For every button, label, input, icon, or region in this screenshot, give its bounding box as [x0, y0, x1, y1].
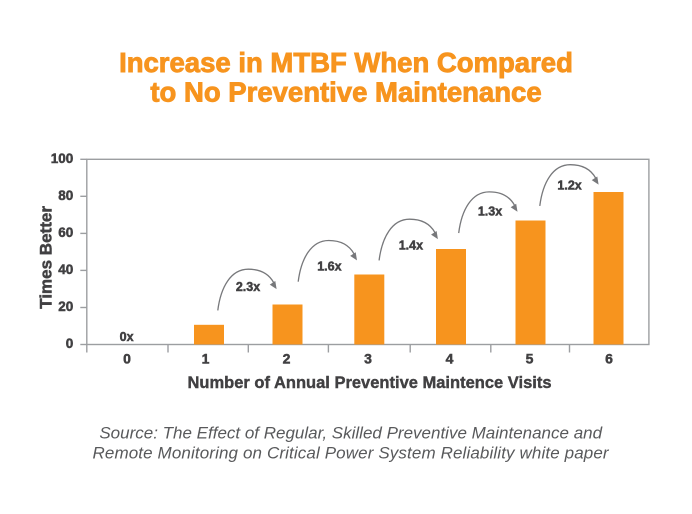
svg-text:5: 5	[526, 351, 534, 367]
svg-text:0: 0	[123, 351, 131, 367]
svg-text:100: 100	[51, 151, 74, 166]
svg-text:60: 60	[58, 225, 73, 240]
svg-text:Remote Monitoring on Critical: Remote Monitoring on Critical Power Syst…	[92, 443, 609, 462]
svg-text:6: 6	[605, 351, 613, 367]
svg-text:to No Preventive Maintenance: to No Preventive Maintenance	[150, 76, 541, 107]
svg-text:3: 3	[364, 351, 372, 367]
svg-text:1.3x: 1.3x	[478, 205, 502, 219]
svg-text:2: 2	[283, 351, 291, 367]
svg-text:20: 20	[58, 299, 73, 314]
svg-text:80: 80	[58, 188, 73, 203]
svg-text:Source: The Effect of Regular,: Source: The Effect of Regular, Skilled P…	[99, 423, 602, 442]
svg-text:40: 40	[58, 262, 73, 277]
svg-text:1.6x: 1.6x	[317, 260, 341, 274]
svg-text:1.2x: 1.2x	[557, 179, 581, 193]
svg-text:0: 0	[66, 336, 74, 351]
svg-text:Increase in MTBF When Compared: Increase in MTBF When Compared	[119, 47, 573, 78]
svg-text:4: 4	[446, 351, 454, 367]
svg-text:1: 1	[202, 351, 210, 367]
svg-text:1.4x: 1.4x	[399, 239, 423, 253]
svg-text:Times Better: Times Better	[37, 206, 56, 309]
svg-text:2.3x: 2.3x	[236, 280, 260, 294]
svg-text:0x: 0x	[120, 330, 134, 344]
svg-text:Number of Annual Preventive Ma: Number of Annual Preventive Maintence Vi…	[187, 374, 551, 392]
